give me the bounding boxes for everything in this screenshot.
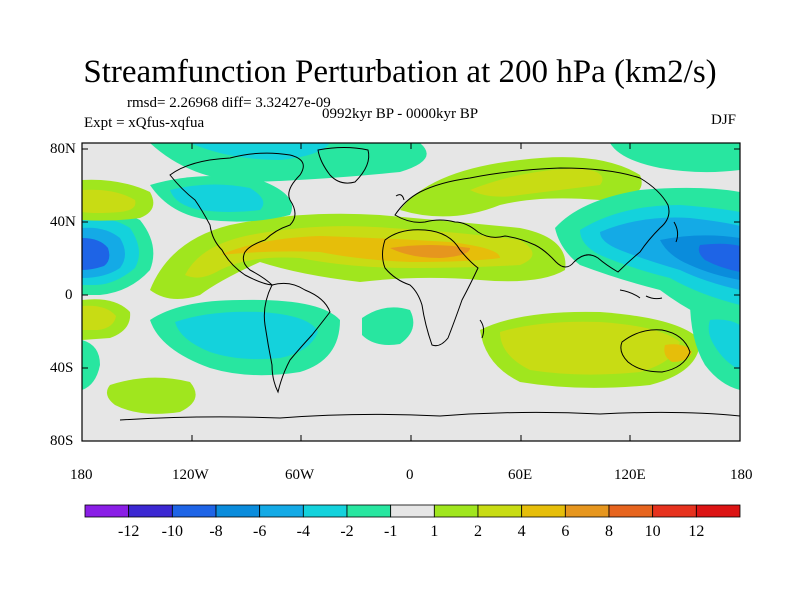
colorbar-swatch <box>652 504 697 518</box>
colorbar-swatch <box>521 504 566 518</box>
coast-antarctica <box>119 411 740 421</box>
field-io-mid <box>500 321 680 375</box>
colorbar-swatch <box>84 504 130 518</box>
colorbar-label: -8 <box>209 523 222 540</box>
field-ne-corner <box>610 143 740 173</box>
colorbar-label: 6 <box>561 523 569 540</box>
coast-eurasia <box>394 167 670 273</box>
lon-label-60e: 60E <box>508 467 533 483</box>
colorbar-label: 10 <box>645 523 661 540</box>
chart-title: Streamfunction Perturbation at 200 hPa (… <box>83 54 717 90</box>
lon-label-120e: 120E <box>614 467 646 483</box>
lat-label-40s: 40S <box>50 360 74 376</box>
field-ridge-peak <box>390 245 470 258</box>
lat-label-80n: 80N <box>50 141 76 157</box>
colorbar-swatch <box>128 504 173 518</box>
colorbar-swatch <box>608 504 654 518</box>
coast-australia <box>620 329 691 373</box>
field-wpac-peak <box>698 243 740 272</box>
lon-label-180w: 180 <box>70 467 93 483</box>
colorbar-label: -1 <box>384 523 397 540</box>
field-eurasia-band-core <box>470 168 603 197</box>
field-nepac-high-core <box>82 189 136 213</box>
colorbar-swatch <box>171 504 217 518</box>
period-label: 0992kyr BP - 0000kyr BP <box>322 106 479 122</box>
coast-maritime <box>619 289 663 300</box>
colorbar-swatch <box>477 504 523 518</box>
colorbar-swatch <box>564 504 610 518</box>
lat-label-80s: 80S <box>50 433 74 449</box>
colorbar-label: -2 <box>340 523 353 540</box>
colorbar-label: 12 <box>688 523 704 540</box>
lon-label-180e: 180 <box>730 467 753 483</box>
axis-ticks <box>81 143 741 442</box>
field-sp-low <box>82 340 100 390</box>
coast-north-america <box>169 152 304 286</box>
lon-label-0: 0 <box>406 467 414 483</box>
lat-label-0: 0 <box>65 287 73 303</box>
colorbar-swatch <box>215 504 261 518</box>
colorbar-swatch <box>302 504 348 518</box>
coast-madagascar <box>479 319 485 339</box>
field-satl-blob <box>362 307 414 345</box>
colorbar-swatch <box>390 504 435 518</box>
colorbar-label: 2 <box>474 523 482 540</box>
season-label: DJF <box>711 112 737 128</box>
field-sa-inner <box>175 311 318 360</box>
colorbar-swatch <box>346 504 392 518</box>
colorbar-label: 8 <box>605 523 613 540</box>
colorbar-swatch <box>695 504 741 518</box>
field-layer <box>82 143 740 441</box>
coastlines <box>119 147 740 421</box>
lat-label-40n: 40N <box>50 214 76 230</box>
coast-japan <box>673 221 679 243</box>
coast-south-america <box>263 282 331 394</box>
coast-africa <box>382 229 479 347</box>
field-na-trough-core <box>170 184 264 212</box>
coast-greenland <box>317 147 370 184</box>
colorbar-label: -6 <box>253 523 266 540</box>
stats-text: rmsd= 2.26968 diff= 3.32427e-09 <box>127 95 331 111</box>
colorbar-swatch <box>433 504 479 518</box>
experiment-label: Expt = xQfus-xqfua <box>84 115 205 131</box>
colorbar-label: 4 <box>518 523 526 540</box>
colorbar-label: -12 <box>118 523 139 540</box>
field-epac-core <box>82 238 110 270</box>
colorbar-swatch <box>259 504 304 518</box>
field-arctic-inner <box>190 143 330 160</box>
colorbar-label: 1 <box>430 523 438 540</box>
lon-label-60w: 60W <box>285 467 315 483</box>
colorbar-label: -4 <box>297 523 310 540</box>
colorbar-label: -10 <box>162 523 183 540</box>
lon-label-120w: 120W <box>172 467 209 483</box>
field-io-core <box>664 344 692 362</box>
colorbar: -12 -10 -8 -6 -4 -2 -1 1 2 4 6 8 10 12 <box>84 504 741 540</box>
coast-uk <box>395 194 405 201</box>
field-sp-high2-core <box>82 305 116 330</box>
field-sp-high <box>106 377 196 414</box>
field-sepac-low-core <box>708 319 740 370</box>
